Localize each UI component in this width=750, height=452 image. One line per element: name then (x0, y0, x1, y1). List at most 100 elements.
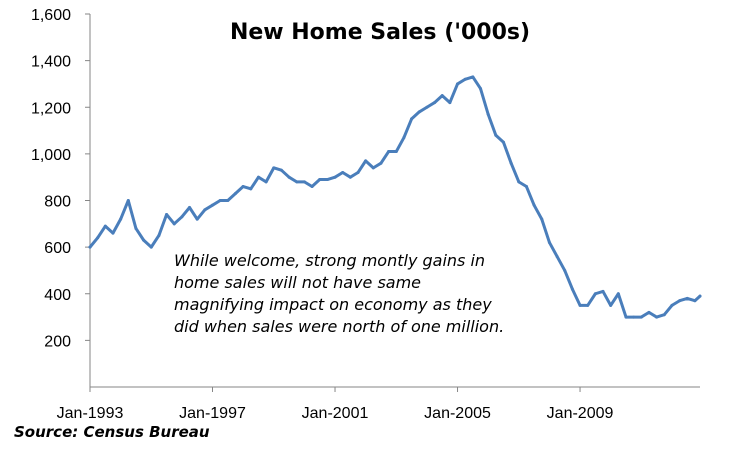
data-point (486, 112, 490, 116)
data-point (134, 226, 138, 230)
data-point (195, 217, 199, 221)
data-point (425, 105, 429, 109)
data-point (333, 175, 337, 179)
data-point (126, 199, 130, 202)
data-point (226, 199, 230, 202)
data-point (295, 180, 299, 184)
x-axis: Jan-1993 Jan-1997 Jan-2001 Jan-2005 Jan-2009 (57, 386, 700, 422)
data-point (341, 171, 345, 175)
data-point (88, 245, 92, 249)
y-tick-label: 1,400 (31, 54, 71, 71)
data-point (325, 178, 329, 182)
x-tick-label: Jan-1993 (57, 405, 124, 422)
y-tick-label: 1,200 (31, 100, 71, 117)
data-point (119, 217, 123, 221)
data-point (440, 94, 444, 98)
data-point (371, 166, 375, 170)
data-point (387, 150, 391, 154)
data-point (616, 292, 620, 296)
data-point (685, 296, 689, 300)
data-point (494, 133, 498, 137)
data-point (693, 299, 697, 303)
data-point (241, 185, 245, 189)
data-point (524, 185, 528, 189)
data-point (256, 175, 260, 179)
data-point (532, 203, 536, 207)
data-point (165, 212, 169, 216)
data-point (609, 303, 613, 307)
data-point (509, 161, 513, 165)
y-tick-label: 1,600 (31, 7, 71, 24)
y-axis: 200 400 600 800 1,000 1,200 1,400 1,600 (31, 7, 91, 387)
data-point (356, 171, 360, 175)
data-point (632, 315, 636, 319)
data-point (111, 231, 115, 235)
data-point (287, 175, 291, 179)
chart-annotation: While welcome, strong montly gains in ho… (174, 251, 505, 336)
y-tick-label: 600 (44, 240, 71, 257)
data-point (410, 117, 414, 121)
data-point (218, 199, 222, 202)
data-point (203, 208, 207, 212)
data-point (157, 233, 161, 237)
data-point (501, 140, 505, 144)
chart-title: New Home Sales ('000s) (229, 20, 531, 45)
data-point (272, 166, 276, 170)
y-tick-label: 200 (44, 333, 71, 350)
data-point (678, 299, 682, 303)
data-point (417, 110, 421, 114)
x-tick-label: Jan-2005 (424, 405, 491, 422)
data-point (448, 101, 452, 105)
data-point (180, 215, 184, 219)
data-point (188, 205, 192, 209)
data-point (639, 315, 643, 319)
data-point (540, 217, 544, 221)
data-point (103, 224, 107, 228)
data-point (456, 82, 460, 86)
data-point (249, 187, 253, 191)
source-label: Source: Census Bureau (14, 423, 210, 441)
data-point (211, 203, 215, 207)
data-point (379, 161, 383, 165)
x-tick-label: Jan-2001 (302, 405, 369, 422)
y-tick-label: 800 (44, 194, 71, 211)
data-point (348, 175, 352, 179)
data-point (647, 310, 651, 314)
data-point (463, 77, 467, 81)
x-tick-label: Jan-1997 (179, 405, 246, 422)
data-point (471, 75, 475, 79)
data-point (547, 240, 551, 244)
y-ticks: 200 400 600 800 1,000 1,200 1,400 1,600 (31, 7, 90, 350)
data-point (402, 136, 406, 140)
data-point (279, 168, 283, 172)
data-point (624, 315, 628, 319)
data-point (364, 159, 368, 163)
data-point (96, 236, 100, 240)
data-point (601, 289, 605, 293)
data-point (662, 313, 666, 317)
data-point (149, 245, 153, 249)
data-point (318, 178, 322, 182)
data-point (578, 303, 582, 307)
data-point (394, 150, 398, 154)
data-point (555, 254, 559, 258)
y-tick-label: 1,000 (31, 147, 71, 164)
data-point (563, 268, 567, 272)
data-point (172, 222, 176, 226)
data-point (302, 180, 306, 184)
data-point (670, 303, 674, 307)
x-ticks: Jan-1993 Jan-1997 Jan-2001 Jan-2005 Jan-2009 (57, 387, 614, 422)
data-point (233, 192, 237, 196)
data-point (479, 87, 483, 91)
data-points (88, 75, 702, 319)
data-point (655, 315, 659, 319)
data-point (264, 180, 268, 184)
data-point (586, 303, 590, 307)
x-tick-label: Jan-2009 (547, 405, 614, 422)
data-point (570, 287, 574, 291)
data-point (433, 101, 437, 105)
data-point (142, 238, 146, 242)
data-point (593, 292, 597, 296)
data-point (517, 180, 521, 184)
